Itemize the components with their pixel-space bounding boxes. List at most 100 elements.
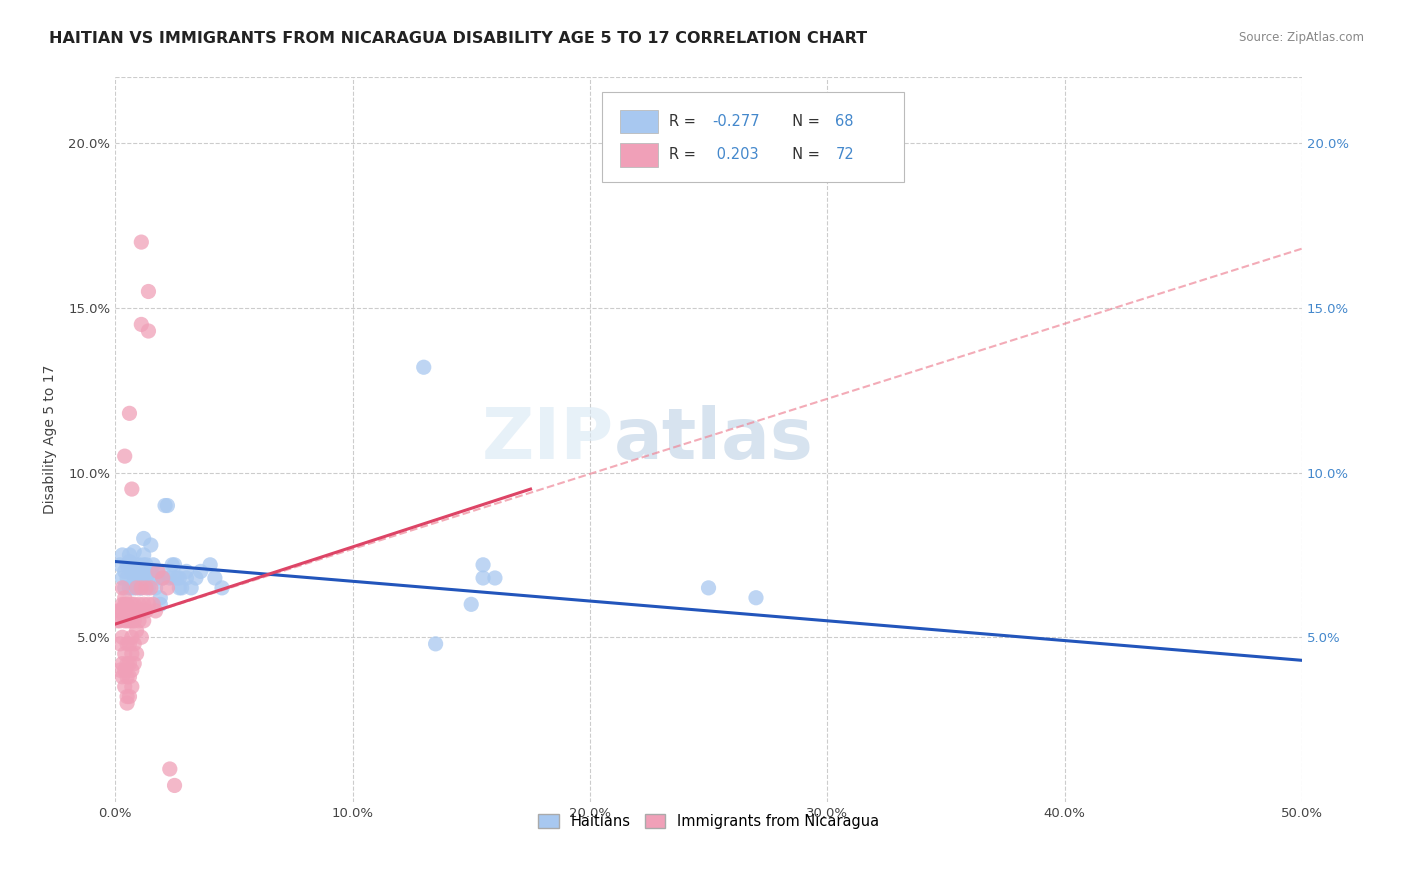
Point [745, 591, 768, 605]
Text: N =: N = [783, 147, 825, 162]
Point [122, 598, 145, 612]
Point [107, 614, 129, 628]
Point [111, 571, 134, 585]
Point [156, 581, 179, 595]
Point [118, 657, 141, 671]
Y-axis label: Disability Age 5 to 17: Disability Age 5 to 17 [44, 365, 58, 515]
Point [176, 565, 198, 579]
Point [111, 657, 134, 671]
Point [135, 558, 157, 572]
Point [152, 571, 174, 585]
Point [131, 604, 153, 618]
Point [108, 558, 131, 572]
Point [128, 598, 150, 612]
Point [114, 581, 136, 595]
Point [163, 571, 186, 585]
Point [118, 548, 141, 562]
Point [149, 598, 172, 612]
Point [125, 581, 148, 595]
Point [111, 630, 134, 644]
Point [121, 630, 143, 644]
Text: 72: 72 [835, 147, 855, 162]
Point [132, 548, 155, 562]
Point [132, 532, 155, 546]
Point [111, 604, 134, 618]
Point [111, 581, 134, 595]
Point [122, 581, 145, 595]
Text: 0.203: 0.203 [711, 147, 759, 162]
Point [425, 637, 447, 651]
Point [115, 558, 138, 572]
Point [115, 657, 138, 671]
Point [122, 544, 145, 558]
Point [131, 235, 153, 249]
Point [115, 637, 138, 651]
Point [138, 598, 160, 612]
Point [142, 558, 165, 572]
Point [118, 637, 141, 651]
Text: HAITIAN VS IMMIGRANTS FROM NICARAGUA DISABILITY AGE 5 TO 17 CORRELATION CHART: HAITIAN VS IMMIGRANTS FROM NICARAGUA DIS… [49, 31, 868, 46]
Point [131, 571, 153, 585]
Point [114, 449, 136, 463]
Text: atlas: atlas [613, 405, 814, 475]
Point [135, 604, 157, 618]
Point [118, 406, 141, 420]
Point [135, 565, 157, 579]
Point [121, 598, 143, 612]
Point [108, 637, 131, 651]
Point [132, 614, 155, 628]
Point [128, 604, 150, 618]
Point [170, 581, 193, 595]
Point [114, 614, 136, 628]
Point [198, 558, 221, 572]
Point [146, 565, 169, 579]
Point [131, 581, 153, 595]
Point [122, 571, 145, 585]
Point [121, 647, 143, 661]
Point [138, 285, 160, 299]
Point [132, 558, 155, 572]
Point [152, 565, 174, 579]
Point [114, 680, 136, 694]
Point [114, 598, 136, 612]
Point [118, 555, 141, 569]
Point [697, 581, 720, 595]
Point [121, 680, 143, 694]
Point [131, 630, 153, 644]
Point [115, 598, 138, 612]
Text: R =: R = [669, 114, 700, 129]
Point [111, 548, 134, 562]
Text: R =: R = [669, 147, 700, 162]
Point [118, 604, 141, 618]
Point [121, 614, 143, 628]
Point [460, 598, 482, 612]
Point [128, 558, 150, 572]
Point [128, 581, 150, 595]
Point [190, 565, 212, 579]
Point [139, 565, 162, 579]
FancyBboxPatch shape [602, 92, 904, 183]
Point [122, 614, 145, 628]
Point [163, 779, 186, 793]
Point [114, 663, 136, 677]
Point [146, 571, 169, 585]
Point [121, 663, 143, 677]
Point [115, 614, 138, 628]
Point [125, 558, 148, 572]
Point [145, 581, 167, 595]
Point [204, 571, 226, 585]
Point [122, 657, 145, 671]
Point [115, 690, 138, 704]
Point [121, 558, 143, 572]
Point [166, 571, 188, 585]
Point [114, 647, 136, 661]
Point [128, 614, 150, 628]
Point [138, 571, 160, 585]
Point [132, 598, 155, 612]
Point [160, 558, 183, 572]
Point [472, 558, 495, 572]
Point [163, 558, 186, 572]
Point [121, 581, 143, 595]
Point [149, 591, 172, 605]
Point [169, 571, 191, 585]
